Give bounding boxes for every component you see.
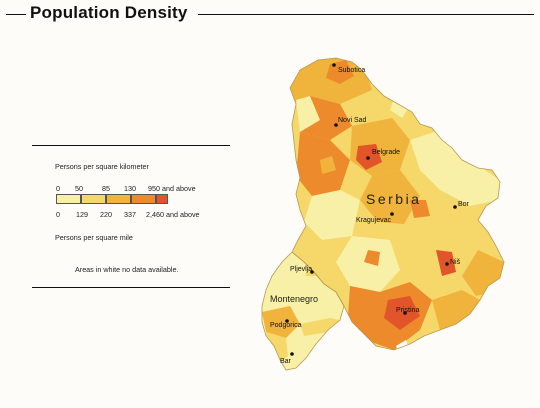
legend-km-tick: 0 bbox=[56, 184, 60, 193]
legend-km-tick: 50 bbox=[75, 184, 83, 193]
legend-swatch bbox=[81, 194, 106, 204]
city-label: Belgrade bbox=[372, 149, 400, 156]
legend-note: Areas in white no data available. bbox=[75, 265, 179, 274]
city-label: Subotica bbox=[338, 67, 365, 74]
legend-mi-tick: 220 bbox=[100, 210, 112, 219]
montenegro-border bbox=[261, 251, 345, 371]
legend-swatch bbox=[106, 194, 131, 204]
city-label: Novi Sad bbox=[338, 117, 367, 124]
legend-mi-tick: 337 bbox=[124, 210, 136, 219]
legend-swatch bbox=[156, 194, 168, 204]
legend-rule-bottom bbox=[32, 287, 230, 288]
city-dot bbox=[332, 63, 336, 67]
legend-rule-top bbox=[32, 145, 230, 146]
legend-km-label: Persons per square kilometer bbox=[55, 162, 149, 171]
city-dot bbox=[390, 212, 394, 216]
serbia-border bbox=[289, 57, 505, 351]
title-rule-left bbox=[6, 14, 26, 15]
city-dot bbox=[453, 205, 457, 209]
city-label: Podgorica bbox=[270, 322, 302, 329]
legend-swatch bbox=[56, 194, 81, 204]
city-dot bbox=[403, 311, 407, 315]
legend-mi-label: Persons per square mile bbox=[55, 233, 133, 242]
city-dot bbox=[445, 262, 449, 266]
serbia-label: Serbia bbox=[366, 191, 421, 207]
legend-mi-tick: 129 bbox=[76, 210, 88, 219]
map-title: Population Density bbox=[30, 3, 188, 22]
legend-km-tick: 130 bbox=[124, 184, 136, 193]
legend-swatch bbox=[131, 194, 156, 204]
title-rule-right bbox=[198, 14, 534, 15]
city-dot bbox=[334, 123, 338, 127]
city-dot bbox=[366, 156, 370, 160]
city-dot bbox=[310, 270, 314, 274]
city-label: Kragujevac bbox=[356, 217, 392, 224]
city-dot bbox=[290, 352, 294, 356]
legend-km-tick: 85 bbox=[102, 184, 110, 193]
legend-mi-tick: 0 bbox=[56, 210, 60, 219]
title-bar: Population Density bbox=[0, 0, 540, 30]
city-label: Bor bbox=[458, 201, 470, 208]
city-label: Niš bbox=[450, 259, 461, 266]
legend-km-tick: 950 and above bbox=[148, 184, 196, 193]
city-label: Bar bbox=[280, 358, 292, 365]
montenegro-label: Montenegro bbox=[270, 294, 318, 304]
city-dot bbox=[285, 319, 289, 323]
legend-mi-tick: 2,460 and above bbox=[146, 210, 200, 219]
city-label: Pljevlja bbox=[290, 266, 312, 273]
city-label: Pristina bbox=[396, 307, 419, 314]
